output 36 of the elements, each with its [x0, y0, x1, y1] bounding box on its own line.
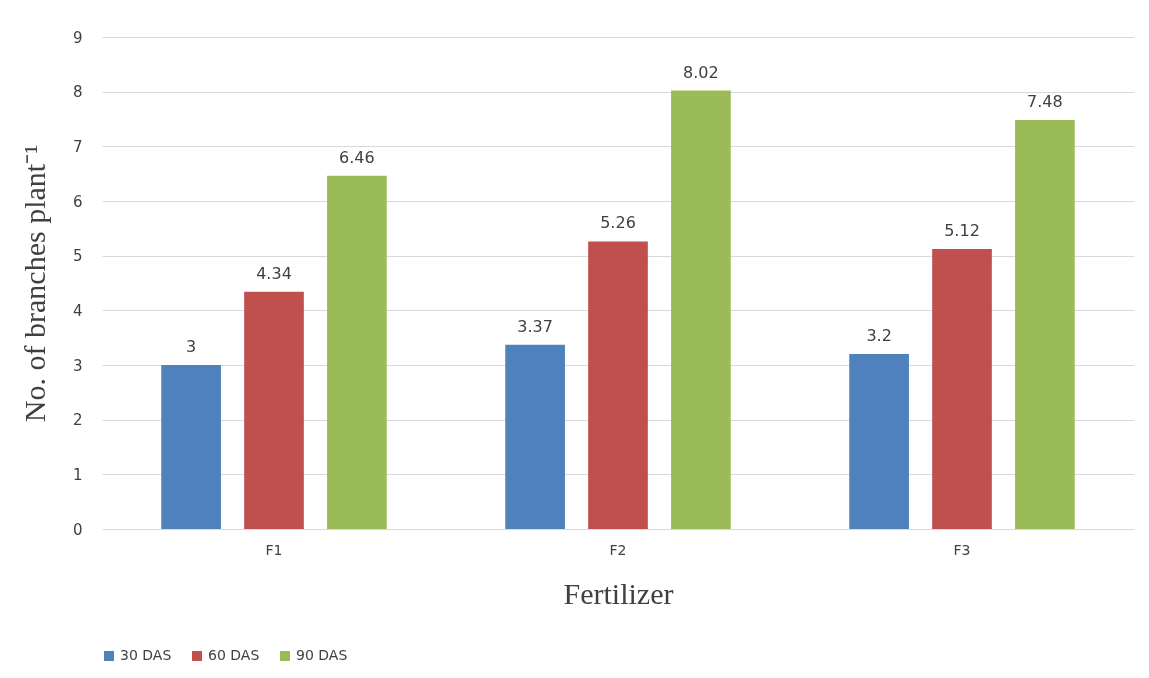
legend-label: 90 DAS: [296, 647, 348, 663]
x-axis-title: Fertilizer: [563, 576, 674, 610]
bar: [327, 175, 387, 529]
y-tick-label: 5: [72, 247, 83, 266]
y-tick-label: 6: [72, 192, 83, 211]
data-label: 3.37: [517, 316, 553, 336]
bar: [161, 365, 221, 529]
bar: [671, 90, 731, 529]
x-tick-label: F1: [265, 541, 283, 558]
data-label: 3: [186, 337, 197, 356]
bar: [244, 291, 304, 529]
y-tick-label: 8: [72, 83, 83, 102]
bar: [932, 249, 992, 529]
y-tick-label: 2: [72, 411, 83, 430]
y-tick-label: 9: [72, 28, 83, 47]
bar: [1015, 120, 1075, 529]
data-label: 5.12: [944, 221, 980, 241]
data-label: 6.46: [339, 147, 375, 167]
y-tick-label: 1: [72, 465, 83, 484]
data-label: 4.34: [256, 263, 292, 283]
x-tick-label: F2: [609, 541, 627, 558]
data-label: 7.48: [1027, 92, 1063, 112]
bar: [849, 354, 909, 529]
y-tick-label: 0: [72, 520, 83, 539]
data-label: 3.2: [866, 326, 892, 346]
legend-label: 30 DAS: [120, 647, 172, 663]
bar: [588, 241, 648, 529]
y-tick-label: 4: [72, 301, 83, 320]
data-label: 5.26: [600, 213, 636, 233]
y-tick-label: 7: [72, 137, 83, 156]
y-axis-title: No. of branches plant⁻¹: [17, 144, 51, 423]
y-tick-label: 3: [72, 356, 83, 375]
x-tick-label: F3: [953, 541, 971, 558]
bar: [505, 344, 565, 529]
data-label: 8.02: [683, 62, 719, 82]
legend-label: 60 DAS: [208, 647, 260, 663]
